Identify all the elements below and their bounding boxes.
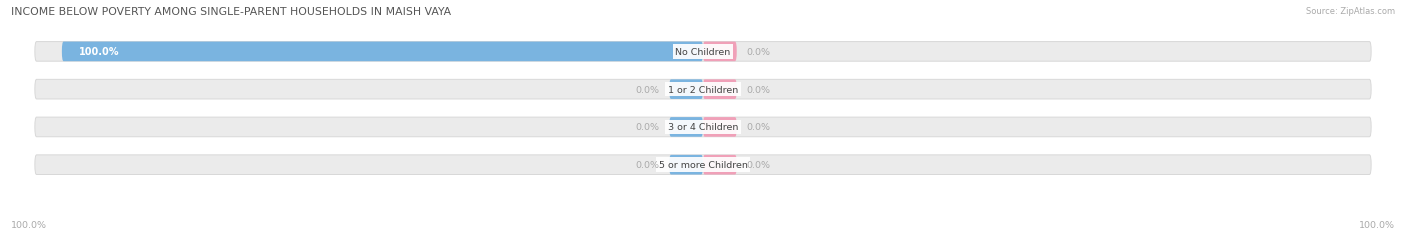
FancyBboxPatch shape: [703, 42, 737, 62]
Text: 100.0%: 100.0%: [1358, 220, 1395, 229]
Text: 0.0%: 0.0%: [747, 85, 770, 94]
Text: 5 or more Children: 5 or more Children: [658, 161, 748, 170]
FancyBboxPatch shape: [62, 42, 703, 62]
Text: 100.0%: 100.0%: [79, 47, 120, 57]
Text: 0.0%: 0.0%: [636, 123, 659, 132]
FancyBboxPatch shape: [669, 155, 703, 175]
FancyBboxPatch shape: [35, 42, 1371, 62]
Text: 100.0%: 100.0%: [11, 220, 48, 229]
FancyBboxPatch shape: [703, 80, 737, 100]
Text: 0.0%: 0.0%: [747, 161, 770, 170]
Text: 0.0%: 0.0%: [636, 161, 659, 170]
Text: Source: ZipAtlas.com: Source: ZipAtlas.com: [1306, 7, 1395, 16]
Text: INCOME BELOW POVERTY AMONG SINGLE-PARENT HOUSEHOLDS IN MAISH VAYA: INCOME BELOW POVERTY AMONG SINGLE-PARENT…: [11, 7, 451, 17]
FancyBboxPatch shape: [703, 155, 737, 175]
FancyBboxPatch shape: [35, 118, 1371, 137]
FancyBboxPatch shape: [35, 155, 1371, 175]
FancyBboxPatch shape: [669, 118, 703, 137]
Text: 0.0%: 0.0%: [636, 85, 659, 94]
FancyBboxPatch shape: [669, 80, 703, 100]
Text: 0.0%: 0.0%: [747, 123, 770, 132]
FancyBboxPatch shape: [35, 80, 1371, 100]
Text: 3 or 4 Children: 3 or 4 Children: [668, 123, 738, 132]
Text: 0.0%: 0.0%: [747, 48, 770, 57]
Text: 1 or 2 Children: 1 or 2 Children: [668, 85, 738, 94]
FancyBboxPatch shape: [703, 118, 737, 137]
Text: No Children: No Children: [675, 48, 731, 57]
